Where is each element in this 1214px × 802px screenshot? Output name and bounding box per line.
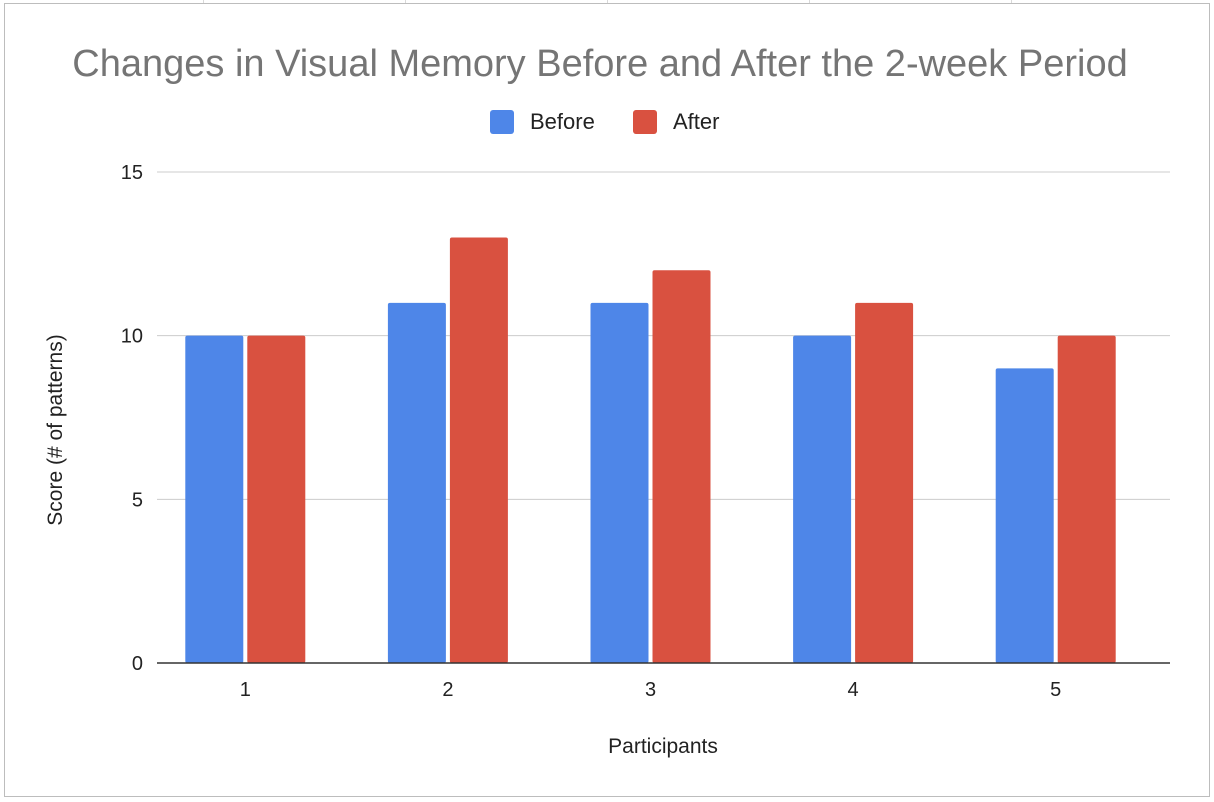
sheet-column-divider: [203, 0, 204, 4]
sheet-column-divider: [809, 0, 810, 4]
bar-after-participant-4[interactable]: [855, 302, 914, 663]
sheet-column-divider: [1011, 0, 1012, 4]
legend-swatch-before: [490, 110, 514, 134]
x-tick-label: 4: [848, 679, 859, 701]
legend-label-before: Before: [530, 109, 595, 134]
chart-legend[interactable]: Before After: [490, 109, 719, 134]
y-axis-title: Score (# of patterns): [44, 334, 67, 525]
y-tick-label: 10: [121, 326, 143, 348]
x-tick-label: 1: [240, 679, 251, 701]
y-tick-label: 0: [132, 653, 143, 675]
x-tick-label: 3: [645, 679, 656, 701]
legend-swatch-after: [633, 110, 657, 134]
bar-before-participant-3[interactable]: [590, 302, 649, 663]
x-tick-label: 5: [1050, 679, 1061, 701]
bars: [185, 237, 1116, 663]
x-axis-ticks: 1 2 3 4 5: [240, 679, 1062, 701]
chart-title: Changes in Visual Memory Before and Afte…: [72, 43, 1127, 85]
sheet-column-divider: [607, 0, 608, 4]
bar-before-participant-1[interactable]: [185, 335, 244, 663]
y-tick-label: 5: [132, 489, 143, 511]
bar-after-participant-2[interactable]: [449, 237, 508, 663]
bar-before-participant-5[interactable]: [995, 368, 1054, 663]
y-tick-label: 15: [121, 162, 143, 184]
bar-before-participant-2[interactable]: [387, 302, 446, 663]
legend-label-after: After: [673, 109, 719, 134]
x-tick-label: 2: [442, 679, 453, 701]
sheet-column-divider: [405, 0, 406, 4]
bar-after-participant-3[interactable]: [652, 270, 711, 663]
x-axis-title: Participants: [608, 735, 718, 758]
bar-before-participant-4[interactable]: [793, 335, 852, 663]
y-axis-ticks: 0 5 10 15: [121, 162, 143, 675]
bar-after-participant-5[interactable]: [1057, 335, 1116, 663]
bar-after-participant-1[interactable]: [247, 335, 306, 663]
